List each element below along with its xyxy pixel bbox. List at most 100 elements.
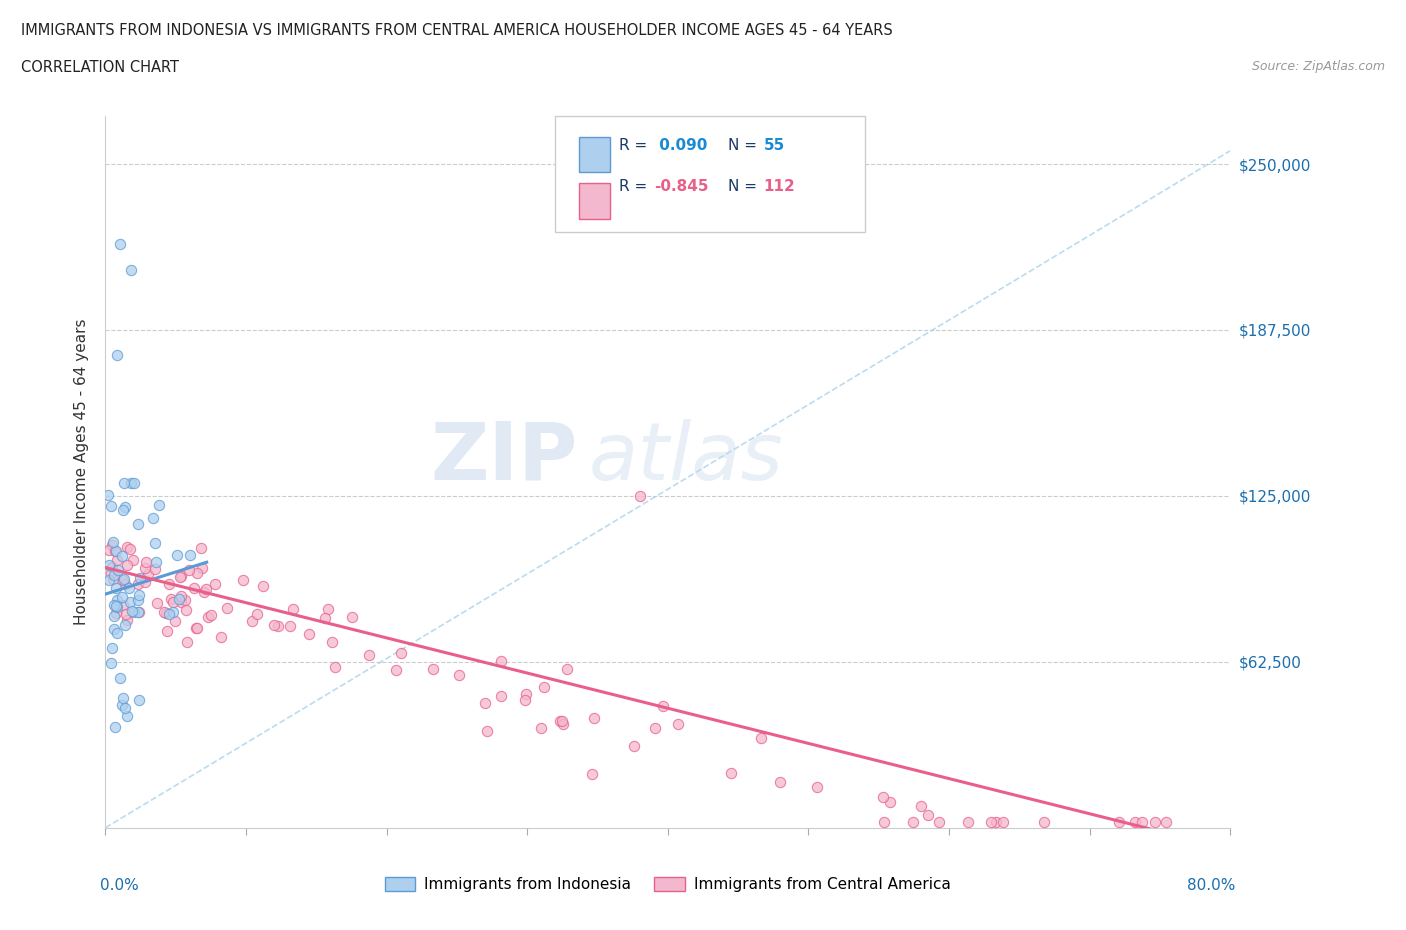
Point	[157, 577, 180, 591]
Point	[422, 661, 444, 676]
Point	[101, 535, 124, 550]
Point	[111, 590, 134, 604]
Point	[1125, 815, 1147, 830]
Point	[105, 592, 128, 607]
Point	[104, 598, 127, 613]
Point	[240, 614, 263, 629]
Point	[555, 662, 578, 677]
Point	[114, 499, 136, 514]
Point	[122, 475, 145, 490]
Point	[127, 592, 149, 607]
Point	[190, 540, 212, 555]
Text: ZIP: ZIP	[430, 418, 578, 497]
Point	[121, 552, 143, 567]
Text: 55: 55	[763, 138, 785, 153]
Point	[628, 488, 651, 503]
Point	[167, 591, 190, 606]
Point	[148, 498, 170, 512]
Point	[105, 348, 128, 363]
Point	[127, 604, 149, 619]
Point	[97, 487, 120, 502]
Text: N =: N =	[728, 179, 758, 193]
Point	[298, 627, 321, 642]
Point	[551, 714, 574, 729]
Point	[1154, 815, 1177, 830]
Point	[98, 557, 121, 572]
Point	[197, 610, 219, 625]
Point	[100, 656, 122, 671]
Point	[1108, 815, 1130, 830]
Point	[806, 779, 828, 794]
Point	[134, 575, 156, 590]
Point	[170, 568, 193, 583]
Point	[873, 815, 896, 830]
Point	[112, 572, 135, 587]
Point	[1143, 815, 1166, 830]
Point	[111, 597, 134, 612]
Point	[111, 549, 134, 564]
Point	[143, 536, 166, 551]
Point	[115, 539, 138, 554]
Text: N =: N =	[728, 138, 758, 153]
Point	[101, 641, 124, 656]
Point	[252, 578, 274, 593]
Point	[157, 606, 180, 621]
Point	[644, 721, 666, 736]
Point	[281, 601, 304, 616]
Point	[183, 580, 205, 595]
Point	[340, 609, 363, 624]
Point	[533, 680, 555, 695]
Text: 112: 112	[763, 179, 796, 193]
Y-axis label: Householder Income Ages 45 - 64 years: Householder Income Ages 45 - 64 years	[75, 319, 90, 625]
Point	[215, 601, 238, 616]
Point	[115, 558, 138, 573]
Point	[474, 696, 496, 711]
Point	[128, 605, 150, 620]
Point	[104, 720, 127, 735]
Point	[114, 618, 136, 632]
Point	[114, 701, 136, 716]
Point	[100, 565, 122, 580]
Point	[174, 603, 197, 618]
Point	[184, 621, 207, 636]
Point	[127, 577, 149, 591]
Point	[143, 562, 166, 577]
Point	[194, 582, 217, 597]
Point	[101, 559, 124, 574]
Point	[103, 608, 125, 623]
Point	[980, 815, 1002, 830]
Point	[122, 604, 145, 619]
Point	[652, 698, 675, 713]
Point	[112, 690, 135, 705]
Point	[98, 542, 121, 557]
Point	[145, 554, 167, 569]
Legend: Immigrants from Indonesia, Immigrants from Central America: Immigrants from Indonesia, Immigrants fr…	[378, 870, 957, 898]
Point	[163, 614, 186, 629]
Point	[623, 738, 645, 753]
Point	[104, 605, 127, 620]
Point	[515, 686, 537, 701]
Point	[142, 511, 165, 525]
Point	[173, 592, 195, 607]
Point	[321, 634, 343, 649]
Point	[135, 554, 157, 569]
Point	[314, 611, 336, 626]
Point	[162, 604, 184, 619]
Point	[103, 598, 125, 613]
Text: 80.0%: 80.0%	[1188, 878, 1236, 893]
Point	[384, 663, 406, 678]
Point	[100, 498, 122, 513]
Point	[186, 566, 208, 581]
Point	[111, 698, 134, 713]
Point	[266, 618, 288, 633]
Point	[879, 794, 901, 809]
Point	[548, 713, 571, 728]
Point	[104, 580, 127, 595]
Text: CORRELATION CHART: CORRELATION CHART	[21, 60, 179, 75]
Point	[105, 544, 128, 559]
Point	[200, 607, 222, 622]
Point	[101, 538, 124, 552]
Point	[956, 815, 979, 830]
Point	[115, 709, 138, 724]
Point	[204, 577, 226, 591]
